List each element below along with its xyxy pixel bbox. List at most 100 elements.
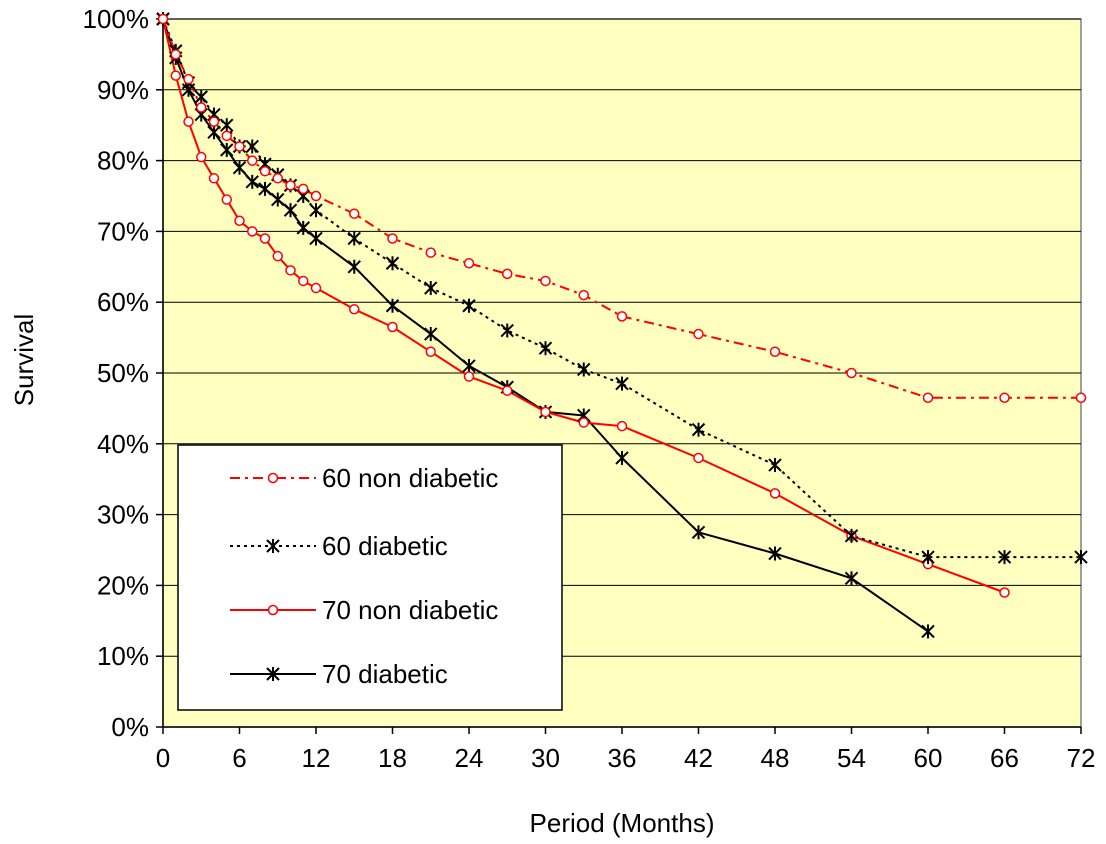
data-point-60-non-diabetic	[769, 346, 781, 358]
data-point-70-non-diabetic	[298, 275, 309, 287]
x-tick-label: 6	[232, 743, 246, 773]
data-point-70-diabetic	[207, 125, 221, 140]
x-tick-label: 54	[837, 743, 866, 773]
data-point-70-non-diabetic	[196, 151, 207, 163]
legend-marker-60-non-diabetic	[267, 472, 279, 484]
data-point-60-diabetic	[220, 118, 234, 133]
data-point-60-non-diabetic	[425, 247, 436, 258]
y-tick-label: 80%	[97, 146, 149, 176]
x-tick-label: 42	[684, 743, 713, 773]
x-tick-label: 12	[302, 743, 331, 773]
x-axis-title: Period (Months)	[530, 808, 715, 838]
data-point-60-non-diabetic	[540, 275, 551, 287]
data-point-60-diabetic	[577, 362, 591, 377]
data-point-60-diabetic	[500, 323, 514, 338]
x-tick-label: 30	[531, 743, 560, 773]
y-tick-label: 0%	[111, 712, 149, 742]
data-point-60-non-diabetic	[208, 116, 220, 127]
data-point-60-non-diabetic	[1075, 392, 1087, 404]
data-point-70-non-diabetic	[285, 265, 296, 276]
data-point-60-diabetic	[462, 298, 476, 313]
legend-box	[177, 444, 563, 711]
data-point-70-diabetic	[309, 231, 323, 246]
y-tick-label: 30%	[97, 500, 149, 530]
x-tick-label: 72	[1067, 743, 1096, 773]
data-point-60-non-diabetic	[463, 258, 475, 269]
data-point-60-diabetic	[615, 376, 629, 391]
data-point-60-diabetic	[309, 203, 323, 218]
y-tick-label: 90%	[97, 75, 149, 105]
data-point-60-diabetic	[844, 528, 859, 543]
data-point-70-diabetic	[921, 624, 935, 639]
data-point-70-non-diabetic	[183, 116, 194, 127]
data-point-60-diabetic	[997, 550, 1012, 565]
series-line-60-non-diabetic	[162, 18, 1081, 399]
data-point-70-diabetic	[691, 525, 706, 540]
data-point-60-non-diabetic	[221, 130, 232, 142]
legend-marker-70-diabetic	[266, 667, 280, 681]
data-point-70-non-diabetic	[463, 371, 475, 382]
y-tick-label: 40%	[97, 429, 149, 459]
data-point-60-non-diabetic	[693, 328, 704, 340]
data-point-60-non-diabetic	[502, 268, 513, 280]
data-point-70-diabetic	[844, 571, 859, 586]
legend-label-70-non-diabetic: 70 non diabetic	[322, 595, 498, 625]
data-point-70-diabetic	[271, 192, 285, 207]
data-point-60-non-diabetic	[247, 155, 258, 166]
x-tick-label: 60	[914, 743, 943, 773]
data-point-70-non-diabetic	[247, 226, 258, 237]
data-point-60-non-diabetic	[196, 102, 207, 113]
data-point-70-diabetic	[258, 181, 272, 196]
data-point-60-non-diabetic	[310, 190, 322, 202]
data-point-60-diabetic	[538, 341, 553, 356]
x-tick-label: 66	[990, 743, 1019, 773]
data-point-60-non-diabetic	[846, 367, 857, 379]
data-point-60-non-diabetic	[157, 13, 169, 25]
series-markers	[156, 12, 1088, 639]
data-point-60-non-diabetic	[285, 180, 296, 191]
data-point-60-non-diabetic	[922, 392, 934, 404]
data-point-60-non-diabetic	[183, 73, 194, 85]
legend: 60 non diabetic 60 diabetic 70 non diabeti…	[177, 444, 563, 711]
data-point-60-non-diabetic	[170, 49, 181, 60]
data-point-60-diabetic	[921, 550, 935, 565]
data-point-60-non-diabetic	[999, 392, 1010, 404]
y-tick-label: 70%	[97, 216, 149, 246]
y-tick-label: 10%	[97, 641, 149, 671]
data-point-60-diabetic	[245, 139, 259, 154]
data-point-70-non-diabetic	[999, 587, 1010, 598]
data-point-70-non-diabetic	[221, 194, 232, 205]
data-point-70-non-diabetic	[540, 406, 551, 418]
data-point-60-non-diabetic	[616, 311, 628, 322]
data-point-70-non-diabetic	[310, 282, 322, 294]
x-tick-label: 24	[455, 743, 484, 773]
data-point-60-non-diabetic	[259, 165, 271, 177]
data-point-70-non-diabetic	[208, 173, 220, 184]
data-point-60-non-diabetic	[387, 233, 398, 244]
data-point-60-diabetic	[424, 281, 438, 296]
tick-labels: 0% 10% 20% 30% 40% 50% 60% 70% 80% 90% 100% 0 6 12 18 2…	[83, 4, 1096, 773]
y-tick-label: 20%	[97, 570, 149, 600]
data-point-70-non-diabetic	[502, 385, 513, 396]
data-point-70-non-diabetic	[170, 70, 181, 81]
data-point-60-diabetic	[1074, 550, 1088, 565]
legend-label-60-non-diabetic: 60 non diabetic	[322, 463, 498, 493]
data-point-70-diabetic	[245, 174, 259, 189]
data-point-70-diabetic	[347, 259, 361, 274]
data-point-70-non-diabetic	[387, 321, 398, 333]
y-tick-label: 50%	[97, 358, 149, 388]
data-point-70-non-diabetic	[578, 417, 589, 428]
data-point-70-diabetic	[615, 450, 629, 465]
data-point-70-non-diabetic	[693, 452, 704, 464]
data-point-60-non-diabetic	[578, 289, 589, 301]
data-point-70-non-diabetic	[349, 304, 360, 315]
legend-marker-60-diabetic	[266, 539, 280, 553]
y-tick-label: 100%	[83, 4, 150, 34]
data-point-60-diabetic	[385, 256, 400, 271]
data-point-60-diabetic	[691, 422, 706, 437]
data-point-70-diabetic	[385, 298, 400, 313]
data-point-60-diabetic	[194, 89, 208, 104]
data-point-70-non-diabetic	[272, 250, 283, 262]
y-tick-label: 60%	[97, 287, 149, 317]
